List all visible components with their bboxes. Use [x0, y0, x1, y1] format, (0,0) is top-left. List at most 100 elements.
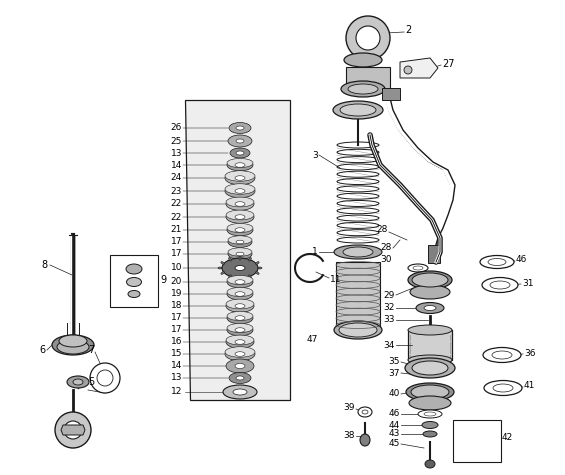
Ellipse shape [343, 247, 373, 257]
Ellipse shape [258, 267, 262, 269]
Text: 37: 37 [389, 369, 400, 378]
Text: 15: 15 [171, 350, 182, 359]
Ellipse shape [221, 262, 224, 264]
Ellipse shape [411, 385, 449, 399]
Ellipse shape [492, 351, 512, 359]
Ellipse shape [249, 275, 251, 278]
Ellipse shape [235, 340, 245, 344]
Ellipse shape [358, 407, 372, 417]
Ellipse shape [362, 410, 368, 414]
Ellipse shape [408, 355, 452, 365]
Polygon shape [185, 100, 290, 400]
Ellipse shape [344, 53, 382, 67]
Ellipse shape [235, 292, 245, 296]
Ellipse shape [227, 224, 253, 236]
Ellipse shape [412, 361, 448, 375]
Ellipse shape [226, 335, 254, 345]
Ellipse shape [227, 287, 253, 296]
Ellipse shape [223, 385, 257, 399]
Ellipse shape [236, 151, 244, 155]
Text: 20: 20 [171, 277, 182, 286]
Ellipse shape [360, 434, 370, 446]
Polygon shape [400, 58, 438, 78]
Ellipse shape [128, 291, 140, 297]
Ellipse shape [482, 277, 518, 293]
Ellipse shape [406, 383, 454, 401]
Ellipse shape [239, 276, 241, 280]
Ellipse shape [127, 277, 141, 286]
Text: 34: 34 [384, 341, 395, 350]
Text: 46: 46 [389, 409, 400, 418]
Text: 17: 17 [171, 249, 182, 258]
Ellipse shape [416, 303, 444, 314]
Ellipse shape [235, 163, 245, 167]
Ellipse shape [227, 276, 253, 285]
Text: 9: 9 [160, 275, 166, 285]
Text: 21: 21 [171, 226, 182, 235]
Text: 31: 31 [522, 278, 533, 287]
Text: 28: 28 [377, 226, 388, 235]
Ellipse shape [227, 223, 253, 233]
Ellipse shape [235, 228, 245, 232]
Ellipse shape [228, 135, 252, 147]
Circle shape [55, 412, 91, 448]
Ellipse shape [222, 258, 258, 278]
Ellipse shape [227, 312, 253, 321]
Text: 17: 17 [171, 238, 182, 247]
Text: 47: 47 [307, 335, 318, 344]
Text: 10: 10 [171, 264, 182, 273]
Ellipse shape [341, 81, 385, 97]
Text: 30: 30 [380, 256, 392, 265]
Ellipse shape [235, 280, 245, 284]
Text: 33: 33 [384, 315, 395, 324]
Ellipse shape [236, 126, 244, 130]
Ellipse shape [408, 325, 452, 335]
Ellipse shape [483, 348, 521, 362]
Text: 27: 27 [442, 59, 454, 69]
Ellipse shape [424, 412, 436, 416]
Ellipse shape [235, 176, 245, 180]
Ellipse shape [236, 252, 244, 256]
Bar [346, 67, 390, 89]
Text: 35: 35 [389, 358, 400, 367]
Ellipse shape [226, 336, 254, 348]
Ellipse shape [226, 300, 254, 312]
Ellipse shape [339, 323, 377, 337]
Ellipse shape [249, 257, 251, 261]
Ellipse shape [348, 84, 378, 94]
Ellipse shape [408, 271, 452, 289]
Ellipse shape [228, 248, 252, 259]
Text: 46: 46 [516, 256, 527, 265]
Ellipse shape [425, 460, 435, 468]
Circle shape [64, 421, 82, 439]
Ellipse shape [239, 256, 241, 260]
Bar [110, 255, 158, 307]
Ellipse shape [221, 272, 224, 275]
Bar [453, 420, 501, 462]
Ellipse shape [484, 380, 522, 396]
Circle shape [404, 66, 412, 74]
Text: 11: 11 [330, 276, 341, 285]
Ellipse shape [229, 257, 231, 261]
Ellipse shape [405, 358, 455, 378]
Text: 39: 39 [344, 403, 355, 412]
Text: 24: 24 [171, 173, 182, 182]
Text: 7: 7 [88, 345, 94, 355]
Ellipse shape [235, 215, 245, 219]
Ellipse shape [490, 281, 510, 289]
Ellipse shape [409, 396, 451, 410]
Ellipse shape [235, 189, 245, 193]
Ellipse shape [235, 304, 245, 308]
Text: 41: 41 [524, 381, 536, 390]
Ellipse shape [334, 321, 382, 339]
Ellipse shape [423, 431, 437, 437]
Text: 42: 42 [502, 434, 513, 443]
Text: 22: 22 [171, 212, 182, 221]
Text: 1: 1 [312, 247, 318, 257]
Circle shape [90, 363, 120, 393]
Text: 6: 6 [39, 345, 45, 355]
Text: 26: 26 [171, 124, 182, 133]
Ellipse shape [235, 352, 245, 356]
Text: 13: 13 [171, 149, 182, 158]
Ellipse shape [229, 123, 251, 133]
